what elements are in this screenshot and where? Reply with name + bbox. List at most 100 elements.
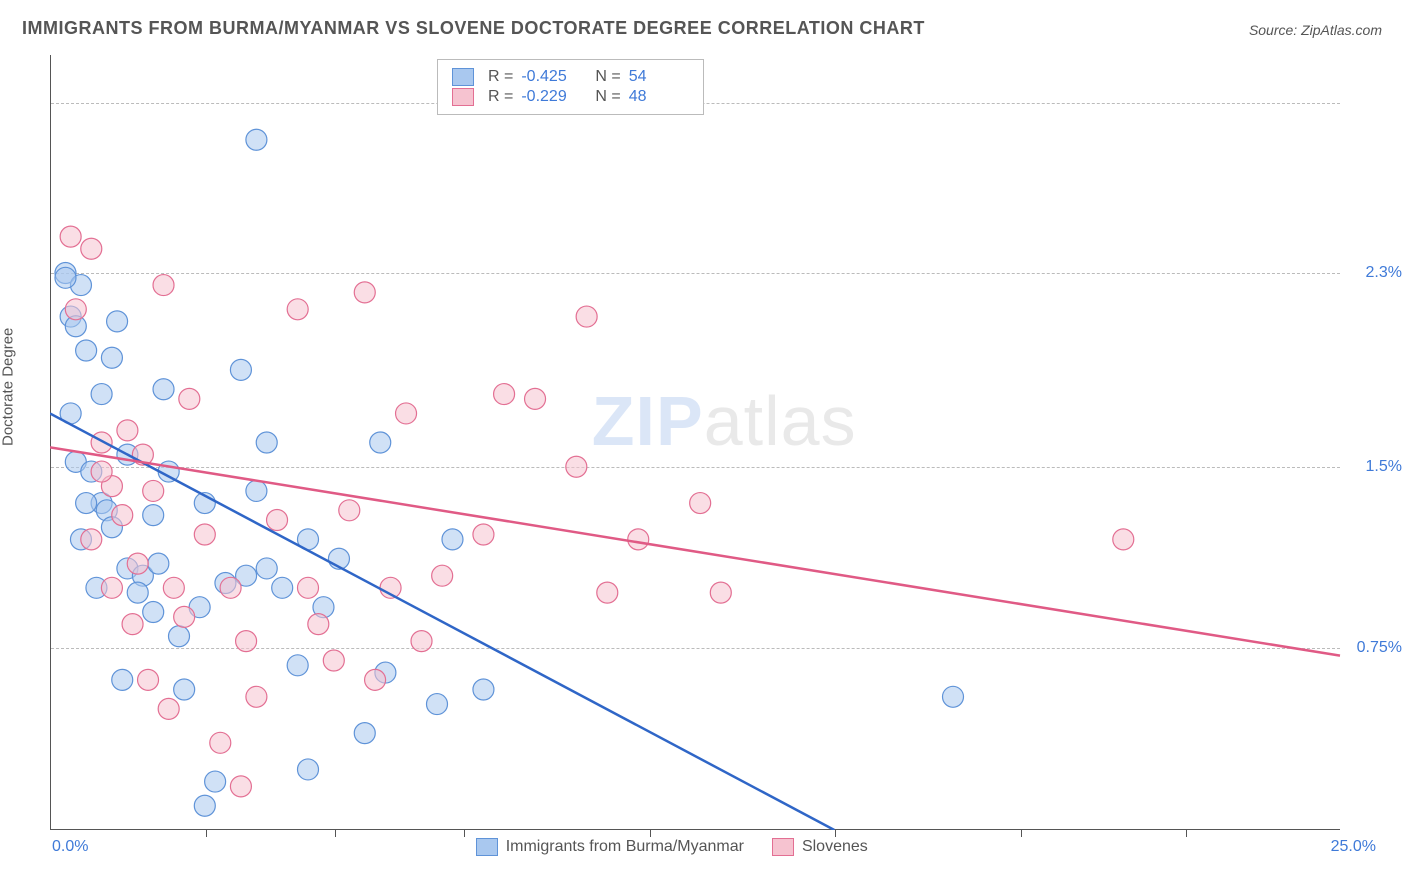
- legend-bottom: Immigrants from Burma/Myanmar Slovenes: [476, 838, 868, 856]
- chart-svg-layer: [0, 0, 1406, 892]
- scatter-point-slovene: [365, 669, 386, 690]
- scatter-point-slovene: [710, 582, 731, 603]
- trend-line-slovene: [50, 447, 1340, 655]
- scatter-point-burma: [76, 493, 97, 514]
- scatter-point-slovene: [396, 403, 417, 424]
- scatter-point-slovene: [163, 577, 184, 598]
- scatter-point-slovene: [60, 226, 81, 247]
- scatter-point-slovene: [230, 776, 251, 797]
- legend-stats-row-burma: R = -0.425 N = 54: [452, 68, 689, 86]
- scatter-point-slovene: [566, 456, 587, 477]
- scatter-point-slovene: [194, 524, 215, 545]
- stat-n-label: N =: [595, 88, 620, 106]
- scatter-point-slovene: [236, 631, 257, 652]
- scatter-point-slovene: [158, 698, 179, 719]
- stat-r-value: -0.425: [521, 68, 581, 86]
- scatter-point-burma: [354, 723, 375, 744]
- scatter-point-slovene: [210, 732, 231, 753]
- scatter-point-slovene: [323, 650, 344, 671]
- scatter-point-burma: [287, 655, 308, 676]
- scatter-point-burma: [174, 679, 195, 700]
- legend-swatch-icon: [452, 88, 474, 106]
- legend-item-label: Slovenes: [802, 838, 868, 856]
- scatter-point-burma: [76, 340, 97, 361]
- scatter-point-slovene: [112, 505, 133, 526]
- scatter-point-burma: [427, 694, 448, 715]
- stat-r-value: -0.229: [521, 88, 581, 106]
- scatter-point-slovene: [65, 299, 86, 320]
- scatter-point-slovene: [122, 614, 143, 635]
- scatter-point-burma: [107, 311, 128, 332]
- scatter-point-slovene: [411, 631, 432, 652]
- scatter-point-slovene: [267, 510, 288, 531]
- scatter-point-burma: [298, 759, 319, 780]
- scatter-point-burma: [194, 795, 215, 816]
- scatter-point-burma: [55, 267, 76, 288]
- scatter-point-slovene: [339, 500, 360, 521]
- legend-stats-box: R = -0.425 N = 54 R = -0.229 N = 48: [437, 59, 704, 115]
- scatter-point-slovene: [287, 299, 308, 320]
- scatter-point-slovene: [354, 282, 375, 303]
- scatter-point-burma: [473, 679, 494, 700]
- legend-item-burma: Immigrants from Burma/Myanmar: [476, 838, 744, 856]
- stat-n-value: 54: [629, 68, 689, 86]
- stat-r-label: R =: [488, 88, 513, 106]
- scatter-point-burma: [112, 669, 133, 690]
- scatter-point-burma: [101, 347, 122, 368]
- legend-swatch-icon: [452, 68, 474, 86]
- scatter-point-burma: [143, 602, 164, 623]
- legend-swatch-icon: [476, 838, 498, 856]
- scatter-point-slovene: [81, 238, 102, 259]
- scatter-point-burma: [169, 626, 190, 647]
- scatter-point-burma: [148, 553, 169, 574]
- scatter-point-slovene: [143, 480, 164, 501]
- scatter-point-slovene: [690, 493, 711, 514]
- scatter-point-slovene: [246, 686, 267, 707]
- scatter-point-slovene: [174, 606, 195, 627]
- scatter-point-slovene: [117, 420, 138, 441]
- scatter-point-burma: [442, 529, 463, 550]
- scatter-point-slovene: [432, 565, 453, 586]
- scatter-point-burma: [943, 686, 964, 707]
- scatter-point-slovene: [220, 577, 241, 598]
- legend-item-label: Immigrants from Burma/Myanmar: [506, 838, 744, 856]
- scatter-point-burma: [370, 432, 391, 453]
- scatter-point-burma: [246, 129, 267, 150]
- scatter-point-slovene: [628, 529, 649, 550]
- scatter-point-burma: [143, 505, 164, 526]
- scatter-point-burma: [91, 384, 112, 405]
- trend-line-burma: [50, 413, 834, 830]
- scatter-point-slovene: [473, 524, 494, 545]
- scatter-point-burma: [256, 432, 277, 453]
- scatter-point-slovene: [101, 577, 122, 598]
- scatter-point-slovene: [494, 384, 515, 405]
- scatter-point-slovene: [153, 275, 174, 296]
- scatter-point-slovene: [308, 614, 329, 635]
- legend-item-slovene: Slovenes: [772, 838, 868, 856]
- scatter-point-burma: [205, 771, 226, 792]
- scatter-point-slovene: [179, 388, 200, 409]
- scatter-point-slovene: [127, 553, 148, 574]
- scatter-point-slovene: [91, 432, 112, 453]
- stat-r-label: R =: [488, 68, 513, 86]
- stat-n-label: N =: [595, 68, 620, 86]
- scatter-point-burma: [246, 480, 267, 501]
- legend-swatch-icon: [772, 838, 794, 856]
- scatter-point-burma: [127, 582, 148, 603]
- scatter-point-slovene: [298, 577, 319, 598]
- stat-n-value: 48: [629, 88, 689, 106]
- scatter-point-slovene: [1113, 529, 1134, 550]
- x-axis-min-label: 0.0%: [52, 838, 88, 856]
- legend-stats-row-slovene: R = -0.229 N = 48: [452, 88, 689, 106]
- scatter-point-slovene: [576, 306, 597, 327]
- scatter-point-slovene: [597, 582, 618, 603]
- scatter-point-burma: [153, 379, 174, 400]
- x-axis-max-label: 25.0%: [1331, 838, 1376, 856]
- scatter-point-slovene: [81, 529, 102, 550]
- scatter-point-slovene: [525, 388, 546, 409]
- scatter-point-slovene: [138, 669, 159, 690]
- scatter-point-slovene: [91, 461, 112, 482]
- scatter-point-burma: [256, 558, 277, 579]
- scatter-point-burma: [272, 577, 293, 598]
- scatter-point-burma: [230, 359, 251, 380]
